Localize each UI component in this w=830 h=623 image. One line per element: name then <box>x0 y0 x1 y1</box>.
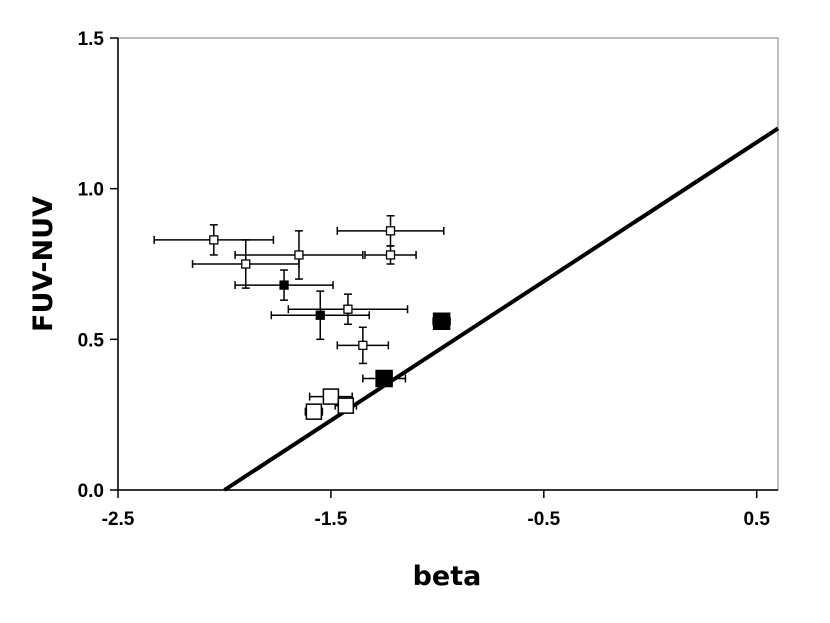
x-tick-label: -2.5 <box>102 509 135 530</box>
data-point <box>322 388 340 405</box>
data-point <box>337 397 355 414</box>
data-point <box>432 312 451 331</box>
data-point <box>241 259 251 269</box>
data-point <box>279 280 289 290</box>
data-point <box>315 310 325 320</box>
data-point <box>385 226 396 236</box>
x-axis-title: beta <box>413 561 482 592</box>
data-point <box>343 304 353 314</box>
data-point <box>294 250 304 260</box>
data-point <box>375 369 393 388</box>
data-point <box>358 340 368 351</box>
axis-ticks: -2.5 -1.5 -0.5 0.5 0.0 0.5 1.0 1.5 <box>78 29 771 530</box>
data-point <box>385 250 396 260</box>
y-tick-label: 0.5 <box>78 330 105 351</box>
data-point <box>305 403 323 420</box>
data-point <box>209 235 219 245</box>
x-tick-label: 0.5 <box>743 509 770 530</box>
y-tick-label: 1.5 <box>78 29 105 50</box>
trend-line-segment <box>223 126 780 492</box>
x-tick-label: -0.5 <box>527 509 560 530</box>
y-axis-title: FUV-NUV <box>28 196 59 332</box>
trend-line <box>223 126 780 492</box>
x-tick-label: -1.5 <box>315 509 348 530</box>
y-tick-label: 0.0 <box>78 481 104 502</box>
data-markers <box>209 226 451 420</box>
y-tick-label: 1.0 <box>78 180 104 201</box>
